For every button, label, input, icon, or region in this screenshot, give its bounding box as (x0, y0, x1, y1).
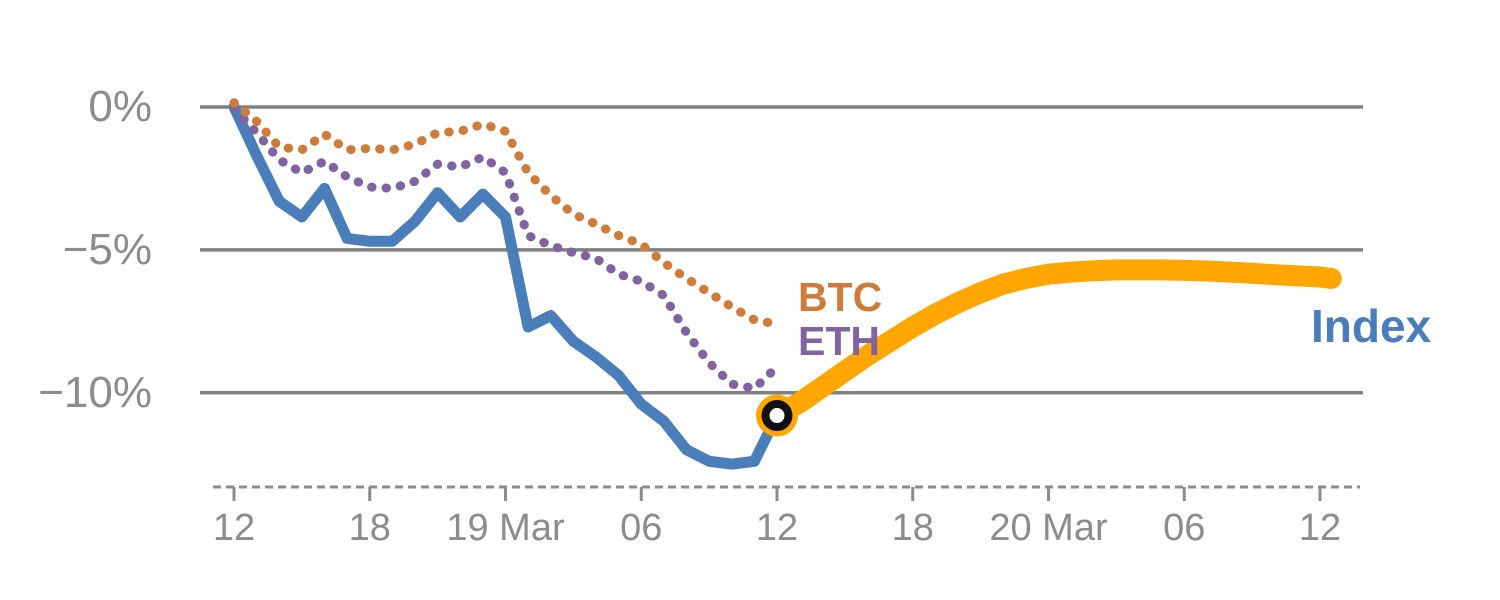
index-line (228, 101, 783, 470)
x-tick-label: 06 (1163, 507, 1206, 549)
series-label-btc: BTC (798, 274, 883, 320)
eth-line (229, 103, 782, 393)
y-tick-label-0: 0% (88, 82, 152, 131)
x-tick-label: 06 (620, 507, 663, 549)
btc-line (229, 98, 782, 329)
y-tick-label-10: −10% (38, 367, 152, 417)
y-tick-label-5: −5% (62, 224, 152, 274)
x-tick-label: 12 (755, 507, 799, 549)
x-tick-label: 18 (891, 507, 934, 549)
x-tick-label: 12 (212, 507, 256, 549)
x-tick-label: 12 (1298, 507, 1342, 549)
series-label-eth: ETH (798, 318, 880, 364)
x-tick-label: 20 Mar (989, 507, 1108, 549)
current-point-marker (761, 400, 793, 432)
series-label-index: Index (1311, 300, 1432, 352)
x-tick-label: 18 (348, 507, 391, 549)
index-forecast-line (766, 259, 1342, 427)
x-tick-label: 19 Mar (446, 507, 565, 549)
